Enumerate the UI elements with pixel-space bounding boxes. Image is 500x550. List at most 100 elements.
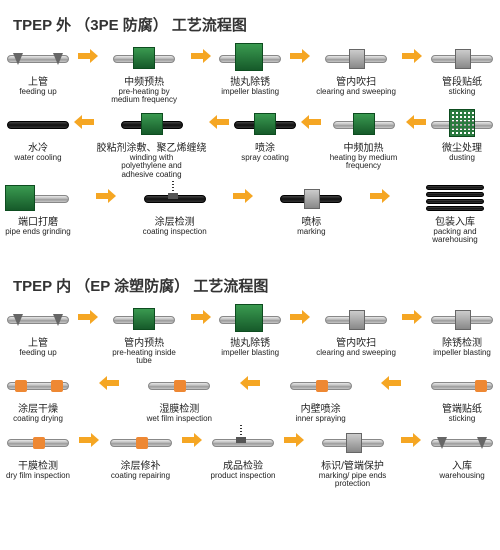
step-label-en: coating repairing [111, 472, 170, 480]
flow-arrow-icon [74, 109, 94, 129]
process-step: 内壁喷涂inner spraying [288, 370, 354, 423]
step-label-en: winding with polyethylene and adhesive c… [112, 154, 192, 179]
flow-arrow-icon [191, 304, 211, 324]
step-label-en: marking/ pipe ends protection [313, 472, 393, 489]
process-row: 涂层干燥coating drying 湿膜检测wet film inspectio… [5, 370, 495, 423]
process-row: 干膜检测dry film inspection涂层修补coating repai… [5, 427, 495, 489]
step-illustration [5, 370, 71, 402]
step-label-en: heating by medium frequency [324, 154, 404, 171]
step-label-en: water cooling [14, 154, 61, 162]
step-label-en: inner spraying [296, 415, 346, 423]
step-label-en: pre-heating inside tube [104, 349, 184, 366]
step-label-en: clearing and sweeping [316, 349, 396, 357]
flow-arrow-icon [96, 183, 116, 203]
step-illustration [429, 427, 495, 459]
step-illustration [232, 109, 298, 141]
step-label-en: sticking [449, 415, 476, 423]
flow-arrow-icon [79, 427, 99, 447]
flow-arrow-icon [233, 183, 253, 203]
process-step: 胶粘剂涂敷、聚乙烯缠绕winding with polyethylene and… [97, 109, 207, 179]
step-label-en: dry film inspection [6, 472, 70, 480]
flow-arrow-icon [290, 43, 310, 63]
step-illustration [320, 427, 386, 459]
step-illustration [429, 109, 495, 141]
flow-arrow-icon [406, 109, 426, 129]
process-step: 管内预热pre-heating inside tube [104, 304, 184, 366]
process-step: 中频加热heating by medium frequency [324, 109, 404, 171]
section2-rows: 上管feeding up管内预热pre-heating inside tube抛… [5, 304, 495, 489]
process-row: 上管feeding up管内预热pre-heating inside tube抛… [5, 304, 495, 366]
step-illustration [108, 427, 174, 459]
step-label-en: product inspection [211, 472, 276, 480]
step-illustration [217, 43, 283, 75]
step-label-cn: 管端贴纸 [442, 404, 482, 415]
section1-rows: 上管feeding up中频预热pre-heating by medium fr… [5, 43, 495, 245]
process-step: 端口打磨pipe ends grinding [5, 183, 71, 236]
step-illustration [429, 304, 495, 336]
process-step: 管内吹扫clearing and sweeping [316, 304, 396, 357]
process-step: 抛丸除锈impeller blasting [217, 43, 283, 96]
step-illustration [5, 183, 71, 215]
step-illustration [5, 427, 71, 459]
flow-arrow-icon [401, 427, 421, 447]
flow-arrow-icon [284, 427, 304, 447]
process-step: 抛丸除锈impeller blasting [217, 304, 283, 357]
step-label-en: feeding up [19, 349, 56, 357]
step-label-en: dusting [449, 154, 475, 162]
tpep-outer-diagram: TPEP 外 （3PE 防腐） 工艺流程图 上管feeding up中频预热pr… [0, 0, 500, 261]
step-illustration [111, 43, 177, 75]
step-illustration [278, 183, 344, 215]
process-step: 湿膜检测wet film inspection [146, 370, 212, 423]
step-label-en: packing and warehousing [415, 228, 495, 245]
process-step: 涂层检测coating inspection [142, 183, 208, 236]
process-row: 端口打磨pipe ends grinding 涂层检测coating inspec… [5, 183, 495, 245]
flow-arrow-icon [402, 43, 422, 63]
step-illustration [5, 43, 71, 75]
flow-arrow-icon [381, 370, 401, 390]
process-step: 成品检验product inspection [210, 427, 276, 480]
flow-arrow-icon [209, 109, 229, 129]
tpep-inner-diagram: TPEP 内 （EP 涂塑防腐） 工艺流程图 上管feeding up管内预热p… [0, 261, 500, 505]
step-label-cn: 涂层干燥 [18, 404, 58, 415]
flow-arrow-icon [402, 304, 422, 324]
step-label-cn: 湿膜检测 [159, 404, 199, 415]
step-label-en: pipe ends grinding [5, 228, 70, 236]
process-step: 水冷water cooling [5, 109, 71, 162]
flow-arrow-icon [301, 109, 321, 129]
process-step: 涂层修补coating repairing [108, 427, 174, 480]
step-illustration [142, 183, 208, 215]
step-label-en: pre-heating by medium frequency [104, 88, 184, 105]
process-step: 喷涂spray coating [232, 109, 298, 162]
process-row: 上管feeding up中频预热pre-heating by medium fr… [5, 43, 495, 105]
flow-arrow-icon [191, 43, 211, 63]
step-label-en: spray coating [241, 154, 289, 162]
step-illustration [429, 43, 495, 75]
flow-arrow-icon [78, 43, 98, 63]
step-label-en: impeller blasting [221, 349, 279, 357]
section2-title: TPEP 内 （EP 涂塑防腐） 工艺流程图 [13, 275, 495, 296]
step-label-en: sticking [449, 88, 476, 96]
step-illustration [323, 304, 389, 336]
process-step: 管端贴纸sticking [429, 370, 495, 423]
process-step: 除锈检测impeller blasting [429, 304, 495, 357]
step-label-en: feeding up [19, 88, 56, 96]
step-illustration [429, 370, 495, 402]
step-illustration [111, 304, 177, 336]
step-label-en: warehousing [439, 472, 484, 480]
step-illustration [5, 304, 71, 336]
step-label-en: impeller blasting [433, 349, 491, 357]
process-step: 上管feeding up [5, 43, 71, 96]
process-step: 涂层干燥coating drying [5, 370, 71, 423]
step-label-en: clearing and sweeping [316, 88, 396, 96]
flow-arrow-icon [290, 304, 310, 324]
step-label-en: coating inspection [143, 228, 207, 236]
flow-arrow-icon [99, 370, 119, 390]
step-illustration [119, 109, 185, 141]
process-step: 管段贴纸sticking [429, 43, 495, 96]
step-illustration [5, 109, 71, 141]
step-illustration [331, 109, 397, 141]
step-label-en: marking [297, 228, 325, 236]
step-illustration [323, 43, 389, 75]
flow-arrow-icon [240, 370, 260, 390]
step-label-en: coating drying [13, 415, 63, 423]
